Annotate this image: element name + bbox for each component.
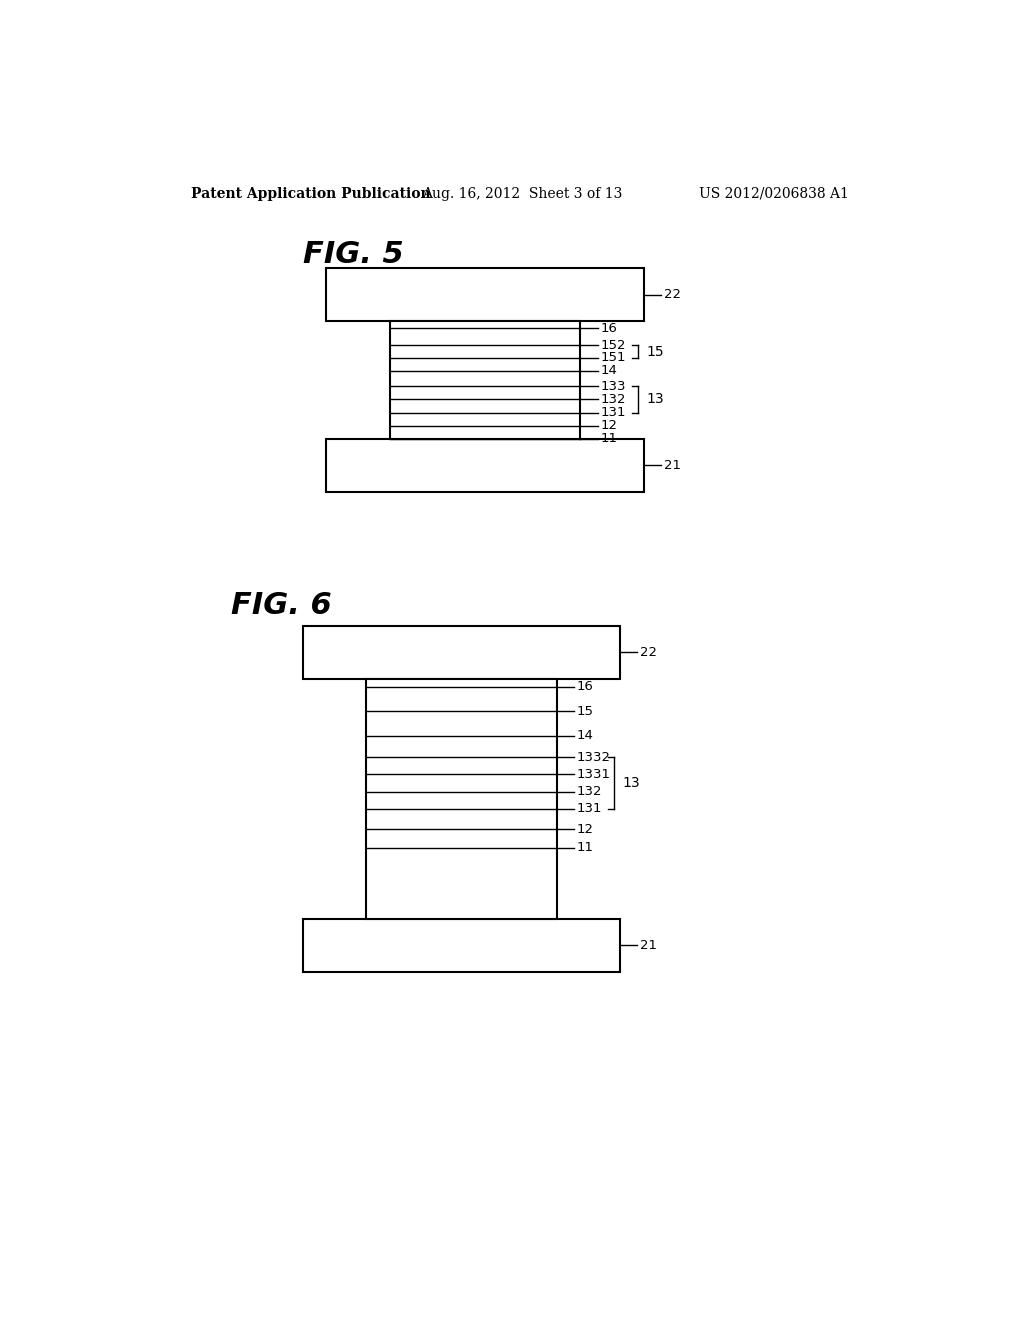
Text: Patent Application Publication: Patent Application Publication bbox=[191, 187, 431, 201]
Text: 11: 11 bbox=[577, 841, 593, 854]
Text: 151: 151 bbox=[600, 351, 626, 364]
Bar bbox=[390, 321, 581, 440]
Bar bbox=[303, 919, 621, 972]
Text: 1331: 1331 bbox=[577, 768, 610, 781]
Text: 16: 16 bbox=[577, 680, 593, 693]
Bar bbox=[303, 626, 621, 678]
Text: 15: 15 bbox=[646, 345, 664, 359]
Text: 22: 22 bbox=[640, 645, 656, 659]
Bar bbox=[367, 678, 557, 919]
Text: Aug. 16, 2012  Sheet 3 of 13: Aug. 16, 2012 Sheet 3 of 13 bbox=[422, 187, 622, 201]
Text: 132: 132 bbox=[600, 393, 626, 405]
Bar bbox=[327, 268, 644, 321]
Text: FIG. 6: FIG. 6 bbox=[231, 591, 332, 620]
Text: 132: 132 bbox=[577, 785, 602, 799]
Text: 133: 133 bbox=[600, 380, 626, 392]
Text: 11: 11 bbox=[600, 433, 617, 445]
Text: 13: 13 bbox=[646, 392, 664, 407]
Text: FIG. 5: FIG. 5 bbox=[303, 240, 403, 269]
Text: 131: 131 bbox=[600, 407, 626, 418]
Text: 21: 21 bbox=[640, 939, 656, 952]
Text: 22: 22 bbox=[664, 288, 681, 301]
Text: 14: 14 bbox=[577, 729, 593, 742]
Text: 12: 12 bbox=[600, 420, 617, 432]
Text: 13: 13 bbox=[623, 776, 640, 789]
Text: 16: 16 bbox=[600, 322, 617, 335]
Text: 14: 14 bbox=[600, 364, 617, 378]
Text: 21: 21 bbox=[664, 459, 681, 471]
Bar bbox=[327, 440, 644, 492]
Text: 15: 15 bbox=[577, 705, 593, 718]
Text: US 2012/0206838 A1: US 2012/0206838 A1 bbox=[699, 187, 849, 201]
Text: 131: 131 bbox=[577, 803, 602, 816]
Text: 152: 152 bbox=[600, 339, 626, 352]
Text: 1332: 1332 bbox=[577, 751, 610, 763]
Text: 12: 12 bbox=[577, 822, 593, 836]
